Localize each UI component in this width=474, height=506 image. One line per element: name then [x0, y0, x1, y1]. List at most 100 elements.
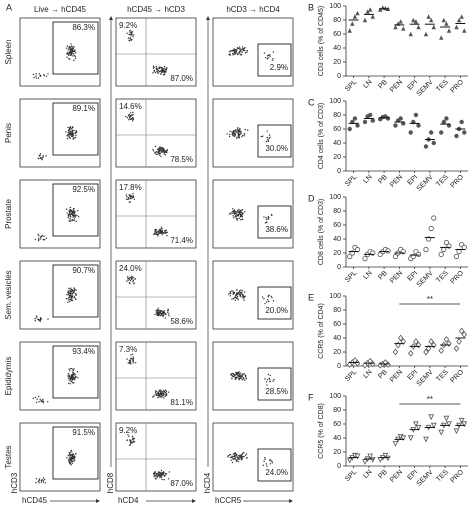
event-dot: [71, 129, 74, 132]
gate: [52, 183, 99, 237]
event-dot: [267, 299, 269, 301]
data-point: [458, 417, 465, 424]
event-dot: [158, 390, 160, 393]
event-dot: [236, 292, 239, 295]
event-dot: [74, 288, 76, 291]
event-dot: [270, 295, 272, 298]
x-tick-label: PRO: [449, 173, 465, 189]
gate-percent: 81.1%: [170, 398, 193, 407]
event-dot: [239, 456, 241, 458]
x-tick-label: LN: [362, 369, 373, 380]
event-dot: [47, 73, 49, 75]
event-dot: [267, 138, 269, 141]
data-point: [446, 28, 452, 33]
event-dot: [164, 474, 166, 476]
event-dot: [69, 290, 72, 293]
data-point: [431, 140, 436, 146]
gate-percent: 90.7%: [72, 266, 95, 275]
event-dot: [43, 235, 45, 237]
y-tick-label: 0: [337, 463, 341, 470]
event-dot: [244, 46, 246, 49]
y-tick-label: 100: [329, 393, 341, 400]
y-tick-label: 40: [333, 335, 341, 342]
event-dot: [130, 197, 132, 200]
event-dot: [164, 389, 167, 391]
event-dot: [261, 135, 264, 137]
event-dot: [42, 155, 44, 157]
event-dot: [72, 133, 74, 135]
event-dot: [232, 458, 234, 460]
event-dot: [160, 155, 162, 157]
event-dot: [235, 371, 237, 374]
event-dot: [125, 280, 128, 282]
data-point: [392, 441, 399, 447]
event-dot: [131, 442, 133, 444]
event-dot: [68, 299, 70, 301]
event-dot: [133, 34, 135, 36]
event-dot: [242, 376, 244, 379]
event-dot: [132, 195, 135, 197]
data-point: [428, 17, 434, 23]
event-dot: [160, 149, 162, 151]
event-dot: [244, 454, 247, 456]
event-dot: [273, 378, 275, 381]
event-dot: [41, 158, 43, 160]
x-tick-label: PRO: [449, 78, 465, 94]
x-tick-label: SPL: [344, 469, 358, 483]
event-dot: [234, 376, 236, 378]
event-dot: [39, 154, 41, 157]
event-dot: [162, 471, 165, 473]
event-dot: [39, 319, 41, 322]
event-dot: [158, 152, 160, 155]
event-dot: [156, 153, 158, 155]
gate-percent: 9.2%: [119, 426, 137, 435]
event-dot: [237, 457, 239, 459]
event-dot: [228, 53, 230, 56]
y-axis-label: CCR5 (% of CD4): [318, 303, 325, 359]
event-dot: [168, 478, 170, 480]
flow-plot: [115, 260, 197, 330]
event-dot: [167, 391, 170, 393]
event-dot: [74, 211, 76, 213]
event-dot: [161, 230, 164, 232]
data-point: [369, 457, 376, 463]
event-dot: [232, 52, 234, 55]
event-dot: [239, 132, 241, 134]
y-tick-label: 20: [333, 59, 341, 66]
event-dot: [238, 290, 241, 292]
event-dot: [125, 194, 128, 196]
event-dot: [129, 444, 131, 447]
event-dot: [75, 294, 77, 297]
event-dot: [133, 437, 136, 440]
event-dot: [45, 155, 47, 157]
data-point: [461, 331, 467, 338]
event-dot: [234, 454, 236, 457]
event-dot: [243, 135, 245, 137]
event-dot: [165, 393, 167, 396]
event-dot: [244, 295, 246, 297]
event-dot: [73, 373, 76, 375]
gate-percent: 38.6%: [265, 225, 288, 234]
event-dot: [161, 233, 163, 236]
event-dot: [34, 238, 37, 240]
event-dot: [234, 212, 237, 215]
event-dot: [45, 237, 48, 239]
x-tick-label: PEN: [389, 270, 404, 285]
event-dot: [235, 295, 237, 297]
event-dot: [68, 129, 70, 132]
event-dot: [66, 137, 69, 140]
y-axis-label: hCD3: [10, 472, 19, 493]
flow-plot: [212, 341, 294, 411]
data-point: [352, 116, 358, 121]
event-dot: [129, 443, 131, 446]
gate-percent: 91.5%: [72, 428, 95, 437]
event-dot: [67, 133, 69, 136]
event-dot: [271, 59, 274, 61]
event-dot: [75, 289, 77, 291]
event-dot: [133, 198, 135, 200]
event-dot: [40, 318, 42, 320]
event-dot: [65, 47, 68, 49]
event-dot: [36, 316, 38, 318]
event-dot: [243, 291, 246, 293]
event-dot: [238, 52, 240, 54]
